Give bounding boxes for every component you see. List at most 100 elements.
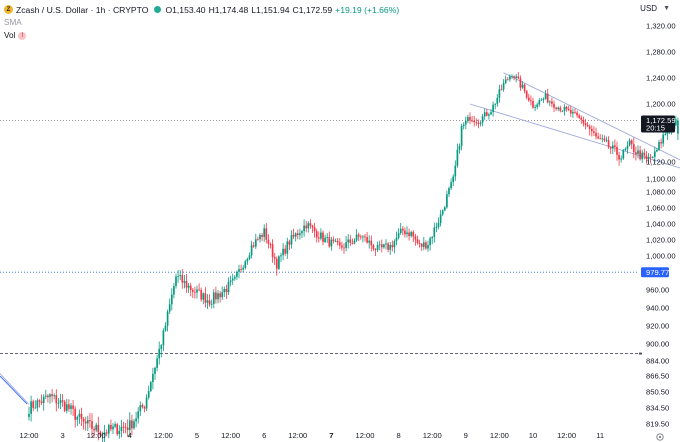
candle — [322, 230, 324, 246]
trend-line[interactable] — [0, 375, 28, 405]
x-tick-label: 6 — [262, 431, 266, 440]
candle — [574, 108, 576, 114]
candle — [450, 178, 452, 190]
candle — [158, 341, 161, 365]
candle — [95, 422, 98, 433]
indicator-row-sma[interactable]: SMA — [4, 16, 399, 29]
candle — [517, 72, 520, 80]
candle — [469, 112, 471, 125]
x-tick-label: 12:00 — [557, 431, 576, 440]
candle — [124, 423, 127, 434]
candle — [643, 148, 646, 160]
candle — [674, 115, 677, 127]
candle — [240, 264, 242, 273]
candle — [280, 252, 282, 262]
candle — [307, 221, 310, 233]
candle — [330, 237, 333, 251]
settings-icon[interactable] — [656, 433, 664, 441]
candle — [569, 105, 572, 117]
candle — [456, 143, 459, 168]
candle — [204, 287, 207, 308]
candle — [288, 239, 291, 250]
indicator-row-vol[interactable]: Vol ! — [4, 29, 399, 42]
candle — [601, 134, 604, 143]
candle — [593, 126, 595, 137]
candle — [116, 422, 119, 436]
candle — [40, 394, 43, 406]
candle — [343, 243, 345, 254]
candle — [630, 139, 633, 150]
candle — [441, 209, 444, 216]
candle — [509, 74, 511, 82]
candle — [292, 228, 295, 240]
sma-label[interactable]: SMA — [4, 18, 22, 27]
candle — [294, 232, 297, 242]
candle — [219, 290, 221, 303]
candle — [538, 98, 541, 107]
candle — [372, 244, 375, 251]
currency-button[interactable]: USD ▼ — [636, 2, 674, 15]
candle — [511, 74, 513, 79]
candle — [86, 415, 89, 431]
candle — [496, 94, 499, 107]
candle — [246, 257, 249, 265]
candle — [458, 143, 461, 154]
candle — [301, 230, 303, 239]
candle — [63, 399, 66, 413]
y-tick-label: 819.50 — [646, 420, 669, 429]
candle — [299, 228, 301, 240]
candle — [540, 98, 543, 101]
candle — [376, 241, 379, 253]
candle — [473, 116, 476, 127]
candle — [284, 244, 287, 256]
candle — [236, 270, 238, 280]
candle — [506, 76, 509, 81]
candle — [179, 270, 182, 281]
candle — [154, 366, 156, 380]
candle — [565, 105, 568, 112]
y-tick-label: 1,040.00 — [646, 220, 676, 229]
candle — [422, 237, 425, 251]
candle — [542, 97, 545, 104]
candle — [93, 426, 95, 437]
candle — [36, 398, 39, 412]
candle — [475, 118, 478, 126]
trend-line[interactable] — [503, 72, 680, 177]
candle — [555, 106, 557, 111]
candle — [374, 248, 377, 257]
symbol-title[interactable]: Zcash / U.S. Dollar · 1h · CRYPTO — [16, 4, 149, 15]
candle — [252, 241, 255, 248]
candle — [471, 116, 473, 123]
candle — [429, 236, 431, 251]
candle — [189, 282, 192, 297]
trend-line[interactable] — [0, 369, 30, 405]
candle — [519, 75, 522, 91]
warning-icon[interactable]: ! — [18, 31, 27, 40]
candle — [183, 274, 186, 289]
candle — [143, 405, 146, 413]
y-tick-label: 1,200.00 — [646, 100, 676, 109]
x-tick-label: 12:00 — [423, 431, 442, 440]
candle — [244, 259, 247, 270]
candle — [227, 277, 230, 296]
y-tick-label: 1,120.00 — [646, 158, 676, 167]
candle — [404, 227, 406, 238]
candle — [49, 393, 51, 404]
x-tick-label: 12:00 — [355, 431, 374, 440]
candle — [221, 286, 224, 300]
candle — [233, 274, 236, 281]
candle — [215, 286, 217, 304]
x-tick-label: 8 — [396, 431, 400, 440]
candle — [660, 138, 662, 149]
candle — [395, 231, 398, 246]
candle — [599, 134, 602, 140]
candle — [332, 236, 335, 244]
vol-label[interactable]: Vol — [4, 31, 16, 40]
candle — [357, 232, 360, 242]
candle — [210, 299, 213, 309]
y-tick-label: 900.00 — [646, 340, 669, 349]
candle — [74, 406, 77, 428]
candle — [254, 233, 257, 249]
trend-line[interactable] — [469, 103, 680, 171]
